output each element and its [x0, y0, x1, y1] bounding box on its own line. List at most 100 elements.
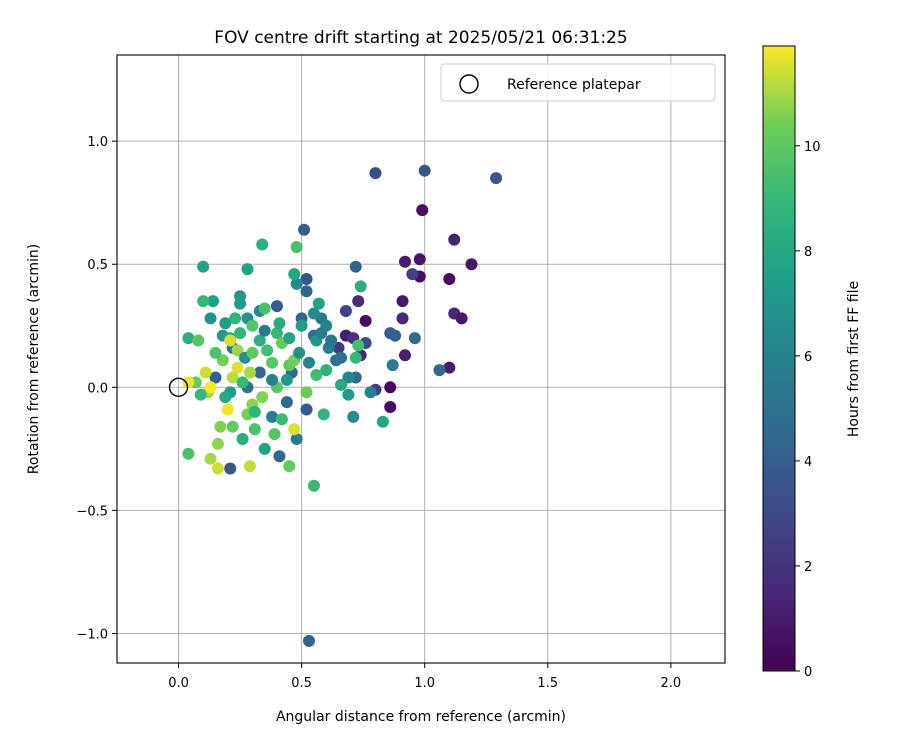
data-point: [248, 423, 261, 436]
data-point: [386, 359, 399, 372]
data-point: [413, 253, 426, 266]
data-point: [271, 300, 283, 313]
data-point: [194, 388, 207, 401]
data-point: [376, 415, 389, 428]
data-point: [339, 305, 352, 317]
grid: [117, 55, 725, 663]
data-point: [214, 420, 227, 433]
data-point: [307, 307, 320, 320]
data-point: [408, 332, 421, 345]
colorbar-tick-label: 6: [804, 350, 812, 365]
data-point: [465, 258, 478, 271]
data-points: [182, 164, 503, 647]
data-point: [226, 420, 239, 433]
data-point: [226, 371, 239, 384]
x-tick-label: 1.5: [537, 676, 558, 691]
data-point: [283, 332, 296, 345]
data-point: [288, 268, 301, 281]
data-point: [273, 317, 286, 330]
data-point: [209, 346, 222, 359]
data-point: [261, 344, 274, 357]
data-point: [231, 344, 244, 357]
data-point: [273, 450, 286, 463]
data-point: [224, 462, 237, 475]
data-point: [207, 295, 219, 308]
data-point: [307, 479, 320, 492]
y-tick-label: 0.0: [87, 381, 108, 396]
data-point: [325, 334, 338, 347]
data-point: [300, 273, 313, 285]
y-axis-ticks: −1.0 −0.5 0.0 0.5 1.0: [76, 135, 117, 642]
data-point: [266, 356, 279, 369]
x-tick-label: 0.5: [291, 676, 312, 691]
data-point: [234, 297, 247, 310]
data-point: [389, 329, 402, 342]
data-point: [219, 317, 232, 330]
data-point: [303, 634, 315, 647]
x-axis-label: Angular distance from reference (arcmin): [276, 709, 566, 725]
data-point: [271, 327, 283, 340]
data-point: [253, 334, 266, 347]
data-point: [433, 364, 446, 377]
data-point: [224, 334, 237, 347]
data-point: [236, 433, 249, 445]
x-axis-ticks: 0.0 0.5 1.0 1.5 2.0: [168, 663, 681, 691]
x-tick-label: 2.0: [661, 676, 682, 691]
data-point: [342, 371, 355, 384]
data-point: [258, 442, 271, 455]
data-point: [280, 396, 293, 409]
data-point: [231, 361, 244, 374]
legend-entry: Reference platepar: [507, 77, 641, 93]
data-point: [490, 172, 503, 185]
data-point: [246, 346, 259, 359]
data-point: [300, 386, 313, 399]
data-point: [347, 410, 360, 423]
data-point: [455, 312, 468, 325]
y-tick-label: 1.0: [87, 135, 108, 150]
y-axis-label: Rotation from reference (arcmin): [26, 244, 42, 474]
data-point: [317, 408, 330, 421]
data-point: [199, 366, 212, 379]
data-point: [384, 381, 397, 394]
legend-box: [440, 63, 716, 102]
data-point: [396, 312, 409, 325]
data-point: [303, 356, 315, 369]
y-tick-label: −0.5: [76, 504, 108, 519]
data-point: [293, 346, 306, 359]
y-tick-label: 0.5: [87, 258, 108, 273]
data-point: [182, 332, 195, 345]
data-point: [219, 391, 232, 404]
data-point: [275, 413, 288, 426]
data-point: [352, 339, 365, 352]
data-point: [369, 167, 382, 180]
colorbar-frame: [762, 45, 796, 672]
data-point: [295, 319, 308, 332]
data-point: [246, 319, 259, 332]
data-point: [243, 366, 256, 379]
data-point: [253, 366, 266, 379]
colorbar-label: Hours from first FF file: [846, 281, 862, 437]
data-point: [418, 164, 431, 177]
data-point: [359, 314, 372, 327]
colorbar-tick-label: 10: [804, 140, 821, 155]
colorbar-gradient: [763, 46, 795, 671]
x-tick-label: 0.0: [168, 676, 189, 691]
x-tick-label: 1.0: [414, 676, 435, 691]
data-point: [399, 255, 411, 268]
data-point: [406, 268, 419, 281]
data-point: [283, 460, 296, 473]
data-point: [197, 295, 210, 308]
data-point: [298, 223, 311, 236]
data-point: [335, 351, 347, 364]
data-point: [290, 241, 303, 253]
data-point: [310, 369, 323, 381]
legend-reference-marker: [459, 74, 479, 94]
colorbar-tick-label: 4: [804, 455, 812, 470]
data-point: [290, 433, 303, 445]
data-point: [300, 403, 313, 416]
data-point: [332, 341, 345, 354]
data-point: [209, 371, 222, 384]
data-point: [300, 285, 313, 298]
data-point: [204, 381, 217, 394]
data-point: [204, 452, 217, 465]
